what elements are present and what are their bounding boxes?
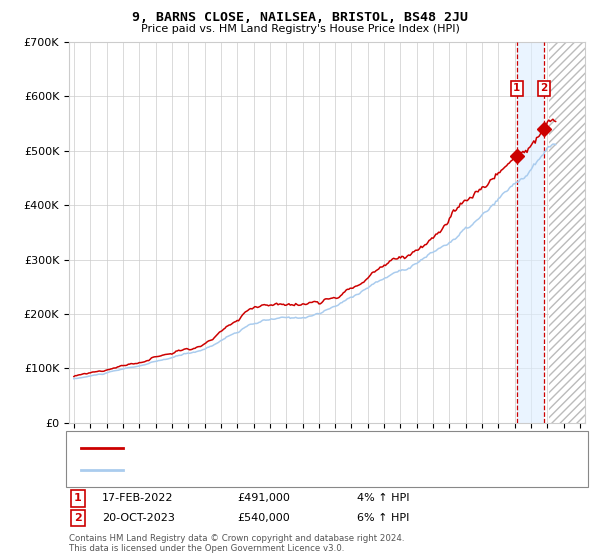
Text: Contains HM Land Registry data © Crown copyright and database right 2024.
This d: Contains HM Land Registry data © Crown c… <box>69 534 404 553</box>
Text: £540,000: £540,000 <box>237 513 290 523</box>
Text: 1: 1 <box>513 83 520 94</box>
Bar <box>517 42 544 423</box>
Text: Price paid vs. HM Land Registry's House Price Index (HPI): Price paid vs. HM Land Registry's House … <box>140 24 460 34</box>
Text: 9, BARNS CLOSE, NAILSEA, BRISTOL, BS48 2JU (detached house): 9, BARNS CLOSE, NAILSEA, BRISTOL, BS48 2… <box>129 443 466 453</box>
Text: 1: 1 <box>74 493 82 503</box>
Text: 20-OCT-2023: 20-OCT-2023 <box>102 513 175 523</box>
Text: 2: 2 <box>74 513 82 523</box>
Text: 2: 2 <box>541 83 548 94</box>
Text: 6% ↑ HPI: 6% ↑ HPI <box>357 513 409 523</box>
Text: £491,000: £491,000 <box>237 493 290 503</box>
Text: 4% ↑ HPI: 4% ↑ HPI <box>357 493 409 503</box>
Text: 17-FEB-2022: 17-FEB-2022 <box>102 493 173 503</box>
Text: HPI: Average price, detached house, North Somerset: HPI: Average price, detached house, Nort… <box>129 465 404 475</box>
Text: 9, BARNS CLOSE, NAILSEA, BRISTOL, BS48 2JU: 9, BARNS CLOSE, NAILSEA, BRISTOL, BS48 2… <box>132 11 468 24</box>
